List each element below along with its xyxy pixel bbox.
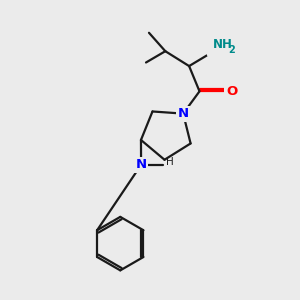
- Text: H: H: [166, 157, 173, 167]
- Text: N: N: [178, 107, 189, 120]
- Text: 2: 2: [228, 45, 235, 55]
- Text: O: O: [226, 85, 237, 98]
- Text: NH: NH: [213, 38, 233, 51]
- Text: N: N: [136, 158, 147, 171]
